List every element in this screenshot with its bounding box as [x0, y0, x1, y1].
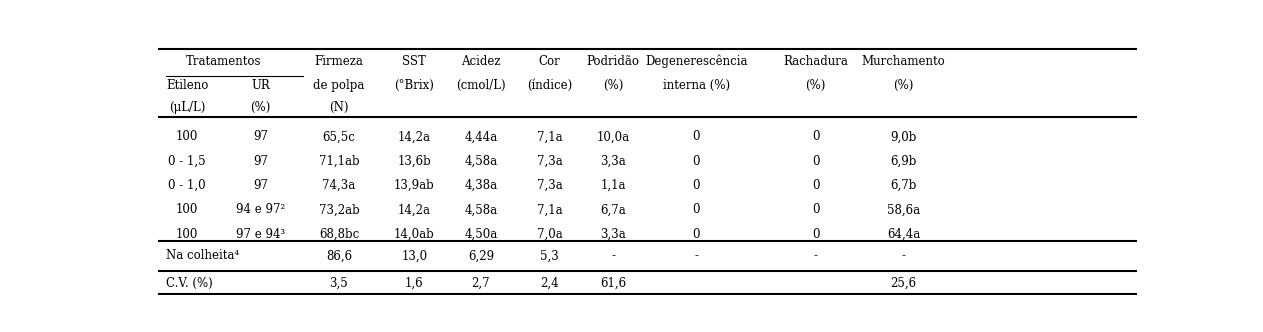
Text: 97: 97 [253, 130, 268, 143]
Text: 9,0b: 9,0b [890, 130, 917, 143]
Text: 100: 100 [176, 228, 198, 241]
Text: 25,6: 25,6 [890, 277, 917, 290]
Text: 0: 0 [812, 228, 820, 241]
Text: 7,3a: 7,3a [537, 155, 562, 168]
Text: 13,9ab: 13,9ab [394, 179, 434, 192]
Text: 14,2a: 14,2a [398, 130, 431, 143]
Text: 0: 0 [692, 228, 700, 241]
Text: 7,0a: 7,0a [537, 228, 562, 241]
Text: 61,6: 61,6 [600, 277, 626, 290]
Text: 13,0: 13,0 [402, 249, 427, 262]
Text: 100: 100 [176, 203, 198, 216]
Text: 4,58a: 4,58a [465, 155, 498, 168]
Text: 7,1a: 7,1a [537, 130, 562, 143]
Text: 0: 0 [692, 203, 700, 216]
Text: 0: 0 [692, 155, 700, 168]
Text: Podridão: Podridão [586, 55, 639, 68]
Text: -: - [695, 249, 698, 262]
Text: 14,0ab: 14,0ab [394, 228, 434, 241]
Text: 0 - 1,0: 0 - 1,0 [168, 179, 206, 192]
Text: 97: 97 [253, 179, 268, 192]
Text: (cmol/L): (cmol/L) [456, 79, 505, 92]
Text: C.V. (%): C.V. (%) [165, 277, 212, 290]
Text: 7,3a: 7,3a [537, 179, 562, 192]
Text: 0: 0 [692, 179, 700, 192]
Text: 64,4a: 64,4a [887, 228, 921, 241]
Text: de polpa: de polpa [313, 79, 365, 92]
Text: 4,44a: 4,44a [465, 130, 498, 143]
Text: 6,7b: 6,7b [890, 179, 917, 192]
Text: 97 e 94³: 97 e 94³ [236, 228, 285, 241]
Text: 1,6: 1,6 [405, 277, 423, 290]
Text: 74,3a: 74,3a [322, 179, 356, 192]
Text: 0: 0 [812, 155, 820, 168]
Text: SST: SST [403, 55, 427, 68]
Text: 0: 0 [812, 179, 820, 192]
Text: Tratamentos: Tratamentos [186, 55, 261, 68]
Text: -: - [611, 249, 615, 262]
Text: interna (%): interna (%) [663, 79, 730, 92]
Text: 6,7a: 6,7a [600, 203, 626, 216]
Text: 4,38a: 4,38a [465, 179, 498, 192]
Text: 58,6a: 58,6a [887, 203, 921, 216]
Text: Murchamento: Murchamento [861, 55, 946, 68]
Text: 3,3a: 3,3a [600, 228, 626, 241]
Text: 0: 0 [812, 203, 820, 216]
Text: 68,8bc: 68,8bc [318, 228, 359, 241]
Text: 7,1a: 7,1a [537, 203, 562, 216]
Text: 13,6b: 13,6b [398, 155, 431, 168]
Text: (índice): (índice) [527, 79, 572, 92]
Text: 14,2a: 14,2a [398, 203, 431, 216]
Text: 94 e 97²: 94 e 97² [236, 203, 285, 216]
Text: 4,58a: 4,58a [465, 203, 498, 216]
Text: 86,6: 86,6 [326, 249, 352, 262]
Text: 65,5c: 65,5c [322, 130, 355, 143]
Text: Rachadura: Rachadura [783, 55, 847, 68]
Text: 4,50a: 4,50a [465, 228, 498, 241]
Text: Degenerescência: Degenerescência [645, 55, 748, 68]
Text: (%): (%) [602, 79, 623, 92]
Text: Cor: Cor [538, 55, 561, 68]
Text: (%): (%) [806, 79, 826, 92]
Text: 0: 0 [692, 130, 700, 143]
Text: 2,7: 2,7 [471, 277, 490, 290]
Text: 0: 0 [812, 130, 820, 143]
Text: 5,3: 5,3 [541, 249, 558, 262]
Text: 73,2ab: 73,2ab [318, 203, 360, 216]
Text: 3,5: 3,5 [330, 277, 349, 290]
Text: UR: UR [251, 79, 270, 92]
Text: 6,29: 6,29 [467, 249, 494, 262]
Text: 10,0a: 10,0a [596, 130, 629, 143]
Text: Firmeza: Firmeza [314, 55, 364, 68]
Text: (μL/L): (μL/L) [169, 101, 206, 114]
Text: 1,1a: 1,1a [600, 179, 625, 192]
Text: 6,9b: 6,9b [890, 155, 917, 168]
Text: Etileno: Etileno [165, 79, 208, 92]
Text: (°Brix): (°Brix) [394, 79, 434, 92]
Text: (N): (N) [330, 101, 349, 114]
Text: Na colheita⁴: Na colheita⁴ [165, 249, 239, 262]
Text: (%): (%) [250, 101, 270, 114]
Text: 71,1ab: 71,1ab [318, 155, 359, 168]
Text: 100: 100 [176, 130, 198, 143]
Text: 97: 97 [253, 155, 268, 168]
Text: (%): (%) [893, 79, 914, 92]
Text: 2,4: 2,4 [541, 277, 558, 290]
Text: 0 - 1,5: 0 - 1,5 [168, 155, 206, 168]
Text: -: - [813, 249, 817, 262]
Text: 3,3a: 3,3a [600, 155, 626, 168]
Text: -: - [902, 249, 906, 262]
Text: Acidez: Acidez [461, 55, 500, 68]
